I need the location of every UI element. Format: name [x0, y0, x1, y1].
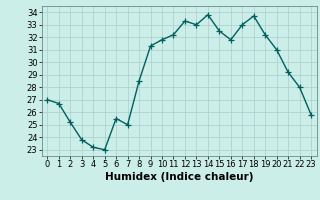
X-axis label: Humidex (Indice chaleur): Humidex (Indice chaleur) — [105, 172, 253, 182]
